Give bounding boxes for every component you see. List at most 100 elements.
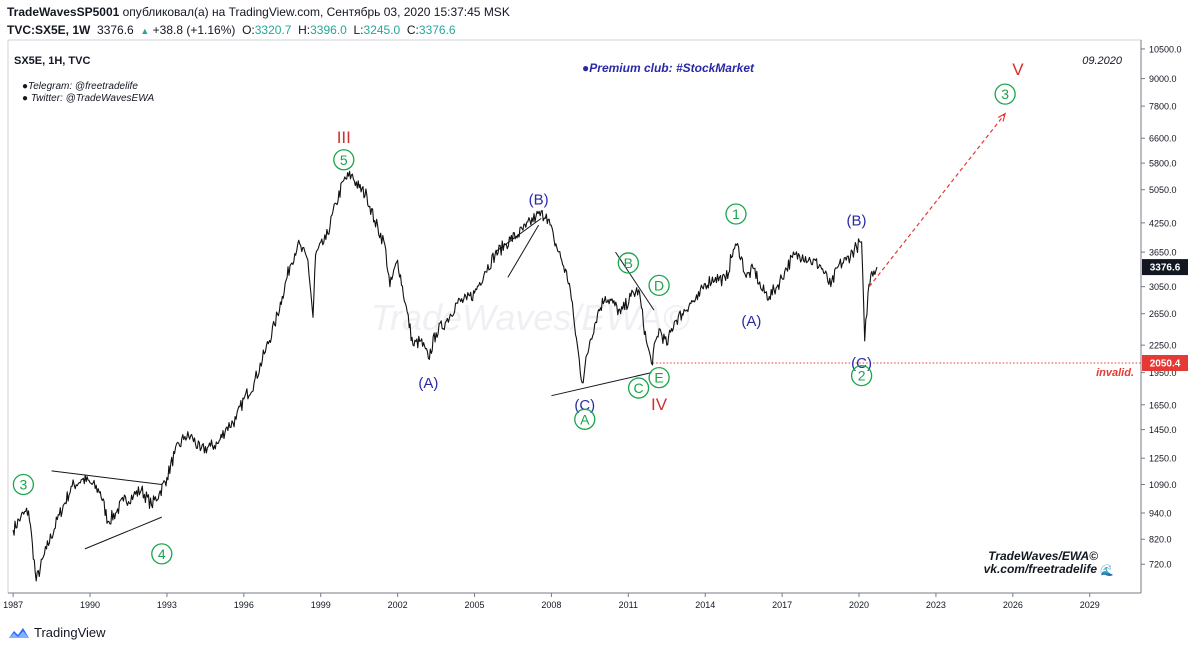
wave-label: 1: [732, 206, 740, 222]
wave-label: V: [1012, 60, 1024, 79]
wave-label-circle: [994, 83, 1016, 105]
signature-line-1: TradeWaves/EWA©: [988, 549, 1098, 563]
y-axis-ticks: 720.0 820.0 940.0 1090.0 1250.0 1450.0 1650.0 1…: [1141, 44, 1182, 570]
wave-label: B: [624, 255, 633, 271]
y-tick-label: 9000.0: [1149, 74, 1177, 84]
wave-icon: 🌊: [1100, 564, 1114, 577]
price-change: +38.8 (+1.16%): [152, 23, 236, 37]
wave-label: (C): [574, 397, 595, 414]
price-axis[interactable]: [1141, 40, 1200, 593]
projection-line: [868, 113, 1006, 288]
y-tick-label: 4250.0: [1149, 218, 1177, 228]
y-tick-label: 820.0: [1149, 535, 1172, 545]
y-tick-label: 3050.0: [1149, 282, 1177, 292]
y-tick-label: 2250.0: [1149, 341, 1177, 351]
plot-frame: [7, 39, 1142, 594]
wave-label: (B): [529, 191, 549, 208]
wave-label: 3: [19, 477, 27, 493]
wave-label: D: [654, 277, 664, 293]
x-tick-label: 2020: [849, 600, 869, 610]
trendline: [551, 372, 652, 397]
x-tick-label: 1996: [234, 600, 254, 610]
wave-label: A: [580, 411, 590, 427]
y-tick-label: 7800.0: [1149, 102, 1177, 112]
y-tick-label: 720.0: [1149, 560, 1172, 570]
wave-label-circle: [574, 408, 596, 430]
close-label: C:: [406, 23, 419, 37]
x-axis-ticks: 1987 1990 1993 1996 1999 2002 2005 2008 2011 2014…: [3, 593, 1100, 610]
open-value: 3320.7: [254, 23, 292, 37]
watermark-text: TradeWaves/EWA©: [371, 297, 690, 338]
trendline: [51, 470, 162, 486]
wave-label: 4: [158, 546, 166, 562]
low-label: L:: [353, 23, 364, 37]
price-line: [12, 170, 878, 582]
x-tick-label: 1993: [157, 600, 177, 610]
telegram-note: ●Telegram: @freetradelife: [22, 81, 138, 92]
x-tick-label: 2017: [772, 600, 792, 610]
price-axis-label: 2050.4: [1150, 359, 1181, 370]
time-axis[interactable]: [0, 593, 1200, 617]
price-axis-label-bg: [1142, 355, 1188, 372]
wave-label: 5: [340, 152, 348, 168]
high-label: H:: [298, 23, 311, 37]
twitter-note: ● Twitter: @TradeWavesEWA: [22, 93, 154, 104]
wave-label-circle: [12, 473, 35, 496]
wave-label: C: [634, 380, 644, 396]
wave-label: 2: [858, 368, 866, 384]
y-tick-label: 2650.0: [1149, 309, 1177, 319]
x-tick-label: 1999: [311, 600, 331, 610]
x-tick-label: 2014: [695, 600, 715, 610]
tradingview-brand[interactable]: TradingView: [8, 625, 106, 640]
y-tick-label: 5800.0: [1149, 159, 1177, 169]
wave-label: (A): [741, 313, 761, 330]
tradingview-brand-text: TradingView: [34, 625, 106, 640]
last-price: 3376.6: [97, 23, 134, 37]
x-tick-label: 1987: [3, 600, 23, 610]
close-value: 3376.6: [418, 23, 456, 37]
y-tick-label: 1250.0: [1149, 454, 1177, 464]
premium-club-note: ●Premium club: #StockMarket: [582, 61, 755, 75]
trendline: [507, 224, 540, 278]
open-label: O:: [242, 23, 255, 37]
y-tick-label: 1950.0: [1149, 368, 1177, 378]
signature-line-2: vk.com/freetradelife: [984, 562, 1098, 576]
x-tick-label: 2026: [1003, 600, 1023, 610]
x-tick-label: 2008: [541, 600, 561, 610]
price-labels: 3376.6 2050.4: [1142, 259, 1188, 372]
wave-label-circle: [850, 364, 873, 387]
symbol-label: TVC:SX5E, 1W: [7, 23, 91, 37]
price-axis-label-bg: [1142, 259, 1188, 276]
wave-label: 3: [1001, 86, 1009, 102]
wave-label-circle: [617, 252, 639, 274]
wave-label-circle: [725, 203, 747, 225]
pane-title: SX5E, 1H, TVC: [14, 55, 90, 67]
published-text: опубликовал(а) на TradingView.com, Сентя…: [119, 5, 510, 19]
x-tick-label: 2005: [465, 600, 485, 610]
wave-label: E: [654, 370, 663, 386]
x-tick-label: 1990: [80, 600, 100, 610]
price-series[interactable]: [12, 170, 878, 582]
wave-label-circle: [648, 274, 670, 297]
x-tick-label: 2023: [926, 600, 946, 610]
publish-info: TradeWavesSP5001 опубликовал(а) на Tradi…: [7, 5, 510, 19]
price-axis-label: 3376.6: [1150, 263, 1181, 274]
wave-label-circle: [648, 367, 670, 389]
wave-label: III: [337, 128, 351, 147]
projection-arrowhead: [997, 112, 1007, 122]
author-name[interactable]: TradeWavesSP5001: [7, 5, 120, 19]
low-value: 3245.0: [363, 23, 401, 37]
y-tick-label: 1090.0: [1149, 480, 1177, 490]
invalid-label: invalid.: [1096, 367, 1134, 379]
wave-label: (A): [418, 375, 438, 392]
trendline: [84, 516, 162, 550]
projection-arrow: [868, 112, 1007, 288]
ohlc-legend: TVC:SX5E, 1W 3376.6 ▲ +38.8 (+1.16%) O:3…: [7, 23, 456, 37]
tradingview-logo-icon: [9, 627, 29, 638]
date-label: 09.2020: [1082, 55, 1123, 67]
x-tick-label: 2011: [619, 600, 638, 610]
trendline: [615, 251, 655, 311]
y-tick-label: 940.0: [1149, 508, 1172, 518]
